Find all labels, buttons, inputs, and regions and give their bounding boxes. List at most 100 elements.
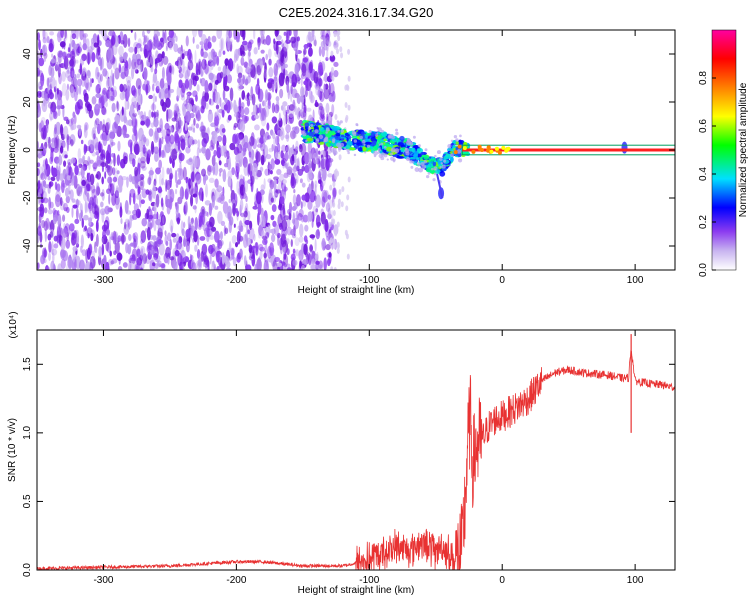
noise-blob bbox=[47, 209, 53, 215]
noise-blob bbox=[128, 57, 132, 70]
noise-blob bbox=[132, 88, 138, 98]
noise-blob bbox=[275, 40, 279, 55]
trace-blob bbox=[357, 147, 364, 152]
noise-blob bbox=[68, 190, 71, 195]
noise-blob bbox=[46, 36, 50, 44]
noise-blob bbox=[205, 87, 209, 93]
noise-blob bbox=[161, 136, 164, 145]
noise-blob bbox=[300, 201, 303, 210]
noise-blob bbox=[62, 141, 67, 149]
noise-blob bbox=[158, 137, 162, 151]
noise-blob bbox=[206, 164, 212, 176]
noise-blob bbox=[228, 198, 231, 204]
noise-blob bbox=[295, 249, 299, 257]
noise-blob bbox=[130, 66, 135, 80]
noise-blob bbox=[71, 207, 74, 218]
noise-blob bbox=[153, 117, 159, 128]
noise-blob bbox=[254, 175, 259, 180]
noise-blob bbox=[271, 204, 277, 212]
noise-blob bbox=[317, 155, 321, 169]
noise-blob bbox=[259, 30, 265, 38]
noise-blob bbox=[207, 36, 211, 42]
y-tick-label: 20 bbox=[22, 96, 33, 108]
noise-blob bbox=[140, 267, 143, 270]
noise-blob bbox=[164, 38, 167, 44]
noise-blob bbox=[51, 248, 58, 256]
noise-blob bbox=[322, 36, 327, 47]
noise-blob bbox=[185, 35, 189, 47]
noise-blob bbox=[280, 39, 284, 48]
noise-blob bbox=[250, 175, 255, 185]
noise-blob bbox=[293, 164, 297, 170]
noise-blob bbox=[274, 256, 281, 263]
trace-halo bbox=[336, 120, 340, 123]
noise-blob bbox=[266, 164, 272, 170]
noise-blob bbox=[37, 206, 44, 212]
trace-halo bbox=[353, 139, 358, 143]
noise-blob bbox=[313, 70, 319, 84]
noise-blob bbox=[159, 78, 165, 90]
noise-blob bbox=[73, 73, 77, 88]
noise-blob bbox=[151, 111, 155, 118]
noise-blob bbox=[160, 99, 165, 107]
noise-blob bbox=[218, 50, 222, 58]
trace-blob bbox=[356, 142, 363, 146]
noise-blob bbox=[226, 74, 233, 84]
noise-blob bbox=[38, 152, 41, 159]
noise-blob bbox=[67, 66, 70, 73]
noise-blob bbox=[241, 54, 244, 64]
noise-blob bbox=[258, 103, 262, 114]
noise-blob bbox=[267, 81, 273, 89]
noise-blob bbox=[169, 238, 172, 251]
noise-blob bbox=[198, 256, 202, 268]
noise-blob bbox=[263, 178, 266, 190]
noise-blob bbox=[91, 188, 98, 199]
noise-blob bbox=[112, 56, 118, 70]
noise-blob bbox=[108, 88, 112, 103]
noise-edge-blob bbox=[331, 75, 335, 82]
noise-blob bbox=[109, 250, 112, 257]
noise-blob bbox=[167, 232, 172, 242]
noise-edge-blob bbox=[330, 266, 334, 270]
noise-blob bbox=[106, 58, 113, 70]
noise-blob bbox=[222, 65, 227, 77]
noise-blob bbox=[238, 85, 245, 90]
noise-blob bbox=[262, 100, 265, 107]
noise-blob bbox=[101, 107, 107, 116]
noise-blob bbox=[236, 172, 239, 180]
y-tick-label: 1.0 bbox=[22, 425, 33, 439]
noise-blob bbox=[172, 237, 177, 243]
noise-edge-blob bbox=[340, 201, 344, 208]
noise-blob bbox=[139, 176, 145, 191]
noise-blob bbox=[146, 30, 151, 34]
noise-blob bbox=[66, 174, 71, 181]
noise-blob bbox=[177, 119, 184, 127]
noise-blob bbox=[153, 253, 159, 261]
noise-blob bbox=[231, 167, 236, 176]
noise-blob bbox=[239, 248, 243, 258]
noise-blob bbox=[259, 246, 266, 252]
noise-blob bbox=[208, 72, 214, 81]
noise-blob bbox=[82, 155, 86, 162]
noise-blob bbox=[84, 186, 87, 195]
noise-blob bbox=[196, 147, 200, 159]
noise-blob bbox=[275, 152, 279, 159]
trace-halo bbox=[388, 134, 393, 139]
noise-blob bbox=[266, 122, 270, 131]
noise-blob bbox=[154, 57, 161, 63]
noise-blob bbox=[192, 90, 198, 98]
noise-blob bbox=[225, 267, 232, 270]
noise-blob bbox=[216, 30, 223, 39]
noise-blob bbox=[271, 116, 278, 124]
noise-blob bbox=[194, 216, 198, 231]
noise-blob bbox=[37, 109, 41, 119]
noise-blob bbox=[159, 173, 162, 187]
noise-blob bbox=[54, 194, 61, 208]
noise-blob bbox=[209, 145, 215, 151]
noise-blob bbox=[56, 134, 60, 149]
trace-blob bbox=[340, 138, 345, 141]
noise-blob bbox=[241, 90, 246, 100]
noise-blob bbox=[234, 48, 240, 60]
noise-blob bbox=[97, 45, 101, 56]
noise-blob bbox=[291, 154, 295, 162]
